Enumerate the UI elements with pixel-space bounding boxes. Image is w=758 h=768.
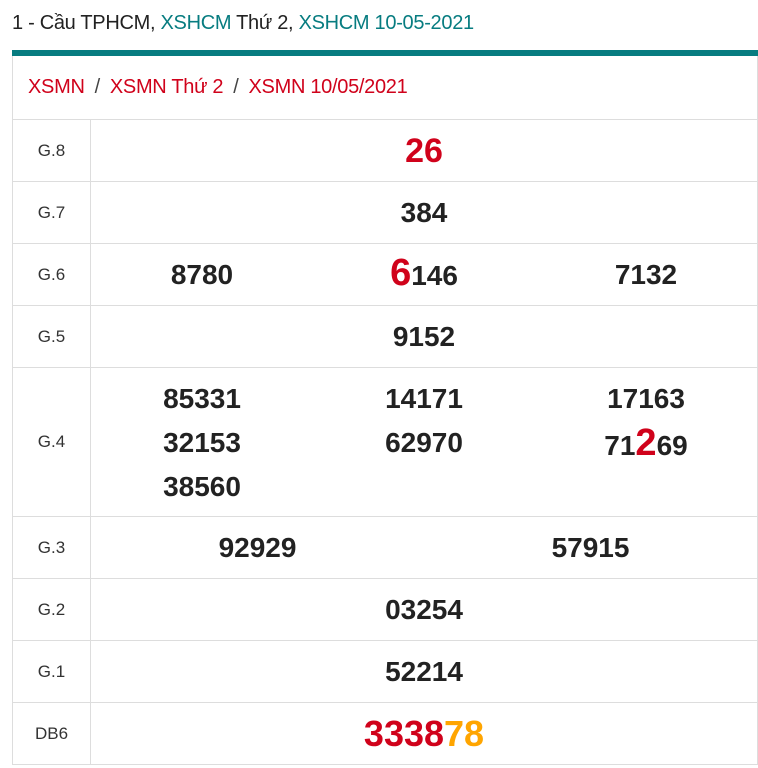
prize-value: 14171: [385, 383, 463, 414]
value-part: 71: [604, 430, 636, 461]
prize-value: 85331: [163, 383, 241, 414]
prize-label: G.2: [13, 579, 91, 640]
table-row-g8: G.8 26: [13, 120, 757, 182]
prize-label: G.4: [13, 368, 91, 516]
prize-value: 32153: [163, 427, 241, 458]
title-prefix: 1 - Cầu TPHCM,: [12, 12, 161, 34]
breadcrumb: XSMN / XSMN Thứ 2 / XSMN 10/05/2021: [13, 56, 757, 120]
accent-bar: [12, 50, 758, 56]
breadcrumb-xsmn-thu2[interactable]: XSMN Thứ 2: [109, 76, 224, 98]
highlight-digit: 2: [635, 422, 657, 464]
prize-value: 17163: [607, 383, 685, 414]
table-row-g3: G.3 92929 57915: [13, 517, 757, 579]
title-mid: Thứ 2,: [231, 12, 299, 34]
value-tail: 78: [444, 712, 485, 754]
xshcm-date-link[interactable]: XSHCM 10-05-2021: [298, 12, 475, 34]
value-rest: 146: [411, 260, 458, 291]
table-row-g5: G.5 9152: [13, 306, 757, 368]
breadcrumb-xsmn-date[interactable]: XSMN 10/05/2021: [248, 76, 408, 98]
prize-value: 57915: [551, 531, 630, 563]
breadcrumb-xsmn[interactable]: XSMN: [28, 76, 85, 98]
table-row-g6: G.6 8780 6146 7132: [13, 244, 757, 306]
breadcrumb-separator: /: [94, 76, 101, 98]
prize-value: 03254: [385, 593, 463, 625]
prize-value: 6146: [313, 251, 535, 298]
prize-value: 8780: [170, 258, 234, 290]
prize-value: 62970: [385, 427, 463, 458]
prize-value: 38560: [163, 471, 241, 502]
prize-label: G.7: [13, 182, 91, 243]
prize-label: G.1: [13, 641, 91, 702]
prize-value: 52214: [385, 655, 463, 687]
table-row-g2: G.2 03254: [13, 579, 757, 641]
prize-value: 26: [405, 131, 443, 170]
table-row-db: DB6 333878: [13, 703, 757, 765]
prize-value: 384: [400, 196, 448, 228]
prize-label: G.8: [13, 120, 91, 181]
prize-value: 92929: [218, 531, 297, 563]
prize-label: G.3: [13, 517, 91, 578]
table-row-g1: G.1 52214: [13, 641, 757, 703]
prize-label: DB6: [13, 703, 91, 764]
prize-value: 9152: [392, 320, 456, 352]
special-prize-value: 333878: [91, 712, 757, 756]
page-title: 1 - Cầu TPHCM, XSHCM Thứ 2, XSHCM 10-05-…: [12, 12, 474, 35]
prize-value: 71269: [535, 421, 757, 468]
table-row-g4: G.4 85331 32153 38560 14171 62970 17163 7126…: [13, 368, 757, 517]
results-table: XSMN / XSMN Thứ 2 / XSMN 10/05/2021 G.8 …: [12, 56, 758, 765]
prize-label: G.5: [13, 306, 91, 367]
value-part: 69: [656, 430, 688, 461]
xshcm-link[interactable]: XSHCM: [160, 12, 232, 34]
value-main: 3338: [363, 712, 445, 754]
prize-label: G.6: [13, 244, 91, 305]
table-row-g7: G.7 384: [13, 182, 757, 244]
breadcrumb-separator: /: [233, 76, 239, 98]
highlight-digit: 6: [390, 252, 412, 294]
prize-value: 7132: [614, 258, 678, 290]
